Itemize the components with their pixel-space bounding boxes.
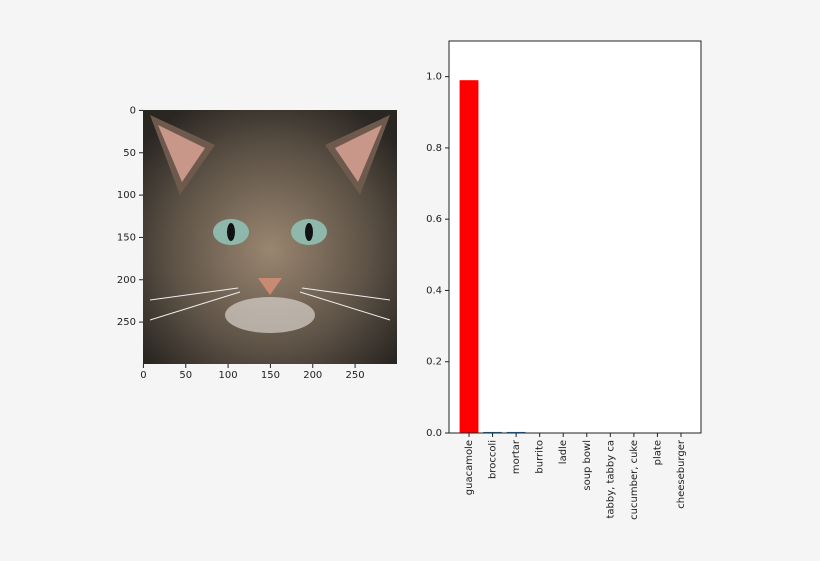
- x-tick-label: 50: [179, 370, 192, 381]
- bar: [483, 431, 502, 433]
- y-tick-label: 0.6: [426, 214, 442, 225]
- x-tick-label: 250: [346, 370, 365, 381]
- x-tick-label: 200: [303, 370, 322, 381]
- x-tick-label: burrito: [535, 440, 546, 474]
- y-tick-label: 50: [123, 148, 136, 159]
- x-tick-label: guacamole: [464, 440, 475, 495]
- x-tick-label: soup bowl: [582, 440, 593, 491]
- x-tick-label: broccoli: [488, 440, 499, 479]
- x-tick-label: plate: [652, 440, 663, 465]
- cat-image: [143, 110, 397, 364]
- plot-area: [449, 41, 701, 433]
- y-tick-label: 200: [117, 275, 136, 286]
- x-tick-label: 100: [219, 370, 238, 381]
- x-tick-label: cheeseburger: [676, 439, 687, 509]
- bar: [506, 431, 526, 433]
- y-tick-label: 0.0: [426, 428, 442, 439]
- y-tick-label: 250: [117, 317, 136, 328]
- y-tick-label: 0.8: [426, 143, 442, 154]
- y-tick-label: 100: [117, 190, 136, 201]
- x-tick-label: mortar: [511, 439, 522, 474]
- bar: [459, 80, 479, 433]
- x-tick-label: 150: [261, 370, 280, 381]
- y-tick-label: 0.2: [426, 357, 442, 368]
- axes-frame: [448, 40, 702, 434]
- x-tick-label: 0: [140, 370, 146, 381]
- x-tick-label: ladle: [558, 440, 569, 464]
- y-tick-label: 1.0: [426, 72, 442, 83]
- x-tick-label: cucumber, cuke: [629, 440, 640, 520]
- x-tick-label: tabby, tabby ca: [605, 440, 616, 519]
- y-tick-label: 0: [130, 105, 136, 116]
- y-tick-label: 0.4: [426, 285, 442, 296]
- y-tick-label: 150: [117, 232, 136, 243]
